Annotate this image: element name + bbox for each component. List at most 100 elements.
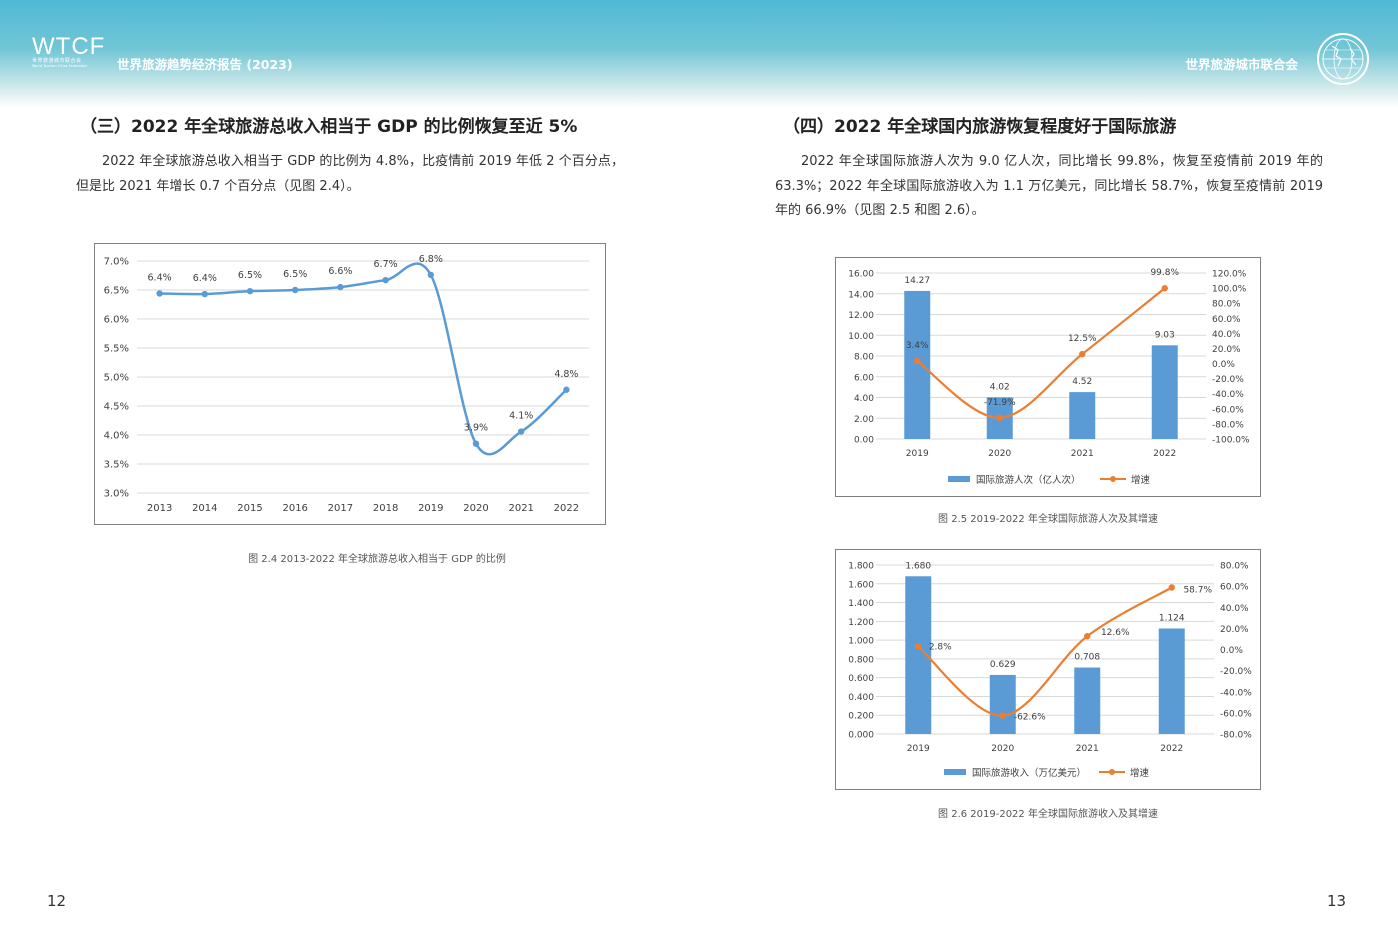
data-point — [472, 440, 480, 447]
chart-gdp-ratio-svg: 3.0% 3.5% 4.0% 4.5% 5.0% 5.5% 6.0% 6.5% 7.0% 2013… — [104, 254, 589, 514]
growth-data-label: 99.8% — [1150, 268, 1179, 278]
bar — [904, 290, 931, 439]
y-left-tick-label: 1.000 — [848, 637, 874, 647]
growth-data-label: -71.9% — [984, 398, 1016, 408]
y-left-tick-label: 14.00 — [848, 290, 874, 300]
x-tick-label: 2013 — [147, 503, 172, 514]
x-tick-label: 2020 — [991, 744, 1014, 754]
growth-data-label: 12.5% — [1068, 334, 1097, 344]
bar-data-label: 0.629 — [990, 660, 1016, 670]
bar-data-label: 14.27 — [904, 276, 930, 286]
chart-intl-receipts: 0.000 0.200 0.400 0.600 0.800 1.000 1.200 1.400… — [835, 549, 1261, 790]
data-label: 6.6% — [328, 266, 352, 277]
growth-line — [917, 586, 1173, 717]
data-label: 6.4% — [193, 273, 217, 284]
y-left-tick-label: 12.00 — [848, 311, 874, 321]
data-label: 6.5% — [238, 270, 262, 281]
wtcf-logo: WTCF 世界旅游城市联合会 World Tourism Cities Fede… — [32, 35, 105, 69]
data-label: 4.1% — [509, 411, 533, 422]
x-tick-label: 2019 — [907, 744, 930, 754]
growth-line — [916, 287, 1166, 419]
y-tick-label: 7.0% — [104, 257, 129, 268]
section-title-3: （三）2022 年全球旅游总收入相当于 GDP 的比例恢复至近 5% — [80, 117, 578, 137]
y-tick-label: 4.5% — [104, 402, 129, 413]
x-tick-label: 2014 — [192, 503, 217, 514]
bar — [1074, 667, 1101, 734]
y-tick-label: 6.0% — [104, 315, 129, 326]
data-label: 6.5% — [283, 269, 307, 280]
y-right-tick-label: 0.0% — [1220, 646, 1243, 656]
logo-english-name: World Tourism Cities Federation — [32, 64, 88, 68]
y-right-tick-label: 80.0% — [1220, 562, 1249, 572]
globe-emblem-icon — [1317, 33, 1369, 85]
logo-chinese-name: 世界旅游城市联合会 — [32, 58, 82, 64]
x-tick-label: 2017 — [328, 503, 353, 514]
legend-bar-label: 国际旅游收入（万亿美元） — [972, 767, 1086, 779]
y-right-tick-label: -60.0% — [1212, 405, 1244, 415]
page-number-left: 12 — [47, 892, 67, 910]
figure-caption-2-4: 图 2.4 2013-2022 年全球旅游总收入相当于 GDP 的比例 — [248, 554, 506, 565]
legend-line-marker — [1110, 476, 1116, 482]
figure-caption-2-5: 图 2.5 2019-2022 年全球国际旅游人次及其增速 — [938, 514, 1158, 525]
y-right-tick-label: -40.0% — [1212, 390, 1244, 400]
bar-data-label: 9.03 — [1155, 330, 1175, 340]
y-left-tick-label: 2.00 — [854, 415, 874, 425]
chart-intl-receipts-svg: 0.000 0.200 0.400 0.600 0.800 1.000 1.200 1.400… — [848, 561, 1252, 779]
y-left-tick-label: 10.00 — [848, 332, 874, 342]
growth-point — [914, 357, 921, 365]
data-point — [156, 290, 163, 297]
y-tick-label: 5.0% — [104, 373, 129, 384]
x-tick-label: 2022 — [1160, 744, 1183, 754]
chart-intl-arrivals-svg: 0.00 2.00 4.00 6.00 8.00 10.00 12.00 14.00 16.00… — [848, 268, 1250, 486]
data-point — [337, 283, 344, 291]
data-label: 6.8% — [419, 254, 443, 265]
bar — [989, 674, 1016, 734]
organization-name: 世界旅游城市联合会 — [1185, 57, 1298, 72]
y-right-tick-label: 60.0% — [1212, 315, 1241, 325]
section-title-4: （四）2022 年全球国内旅游恢复程度好于国际旅游 — [783, 117, 1177, 137]
y-left-tick-label: 0.400 — [848, 693, 874, 703]
y-left-tick-label: 0.600 — [848, 674, 874, 684]
growth-point — [1084, 632, 1091, 640]
y-tick-label: 4.0% — [104, 431, 129, 442]
y-left-tick-label: 4.00 — [854, 394, 874, 404]
x-tick-label: 2019 — [906, 449, 929, 459]
legend-bar-label: 国际旅游人次（亿人次） — [976, 474, 1081, 486]
y-tick-label: 6.5% — [104, 286, 129, 297]
x-tick-label: 2020 — [988, 449, 1011, 459]
y-left-tick-label: 1.200 — [848, 618, 874, 628]
y-right-tick-label: -20.0% — [1212, 375, 1244, 385]
y-right-tick-label: -20.0% — [1220, 667, 1252, 677]
data-point — [201, 290, 208, 298]
bar-data-label: 4.52 — [1072, 377, 1092, 387]
y-left-tick-label: 1.400 — [848, 599, 874, 609]
section-3-paragraph: 2022 年全球旅游总收入相当于 GDP 的比例为 4.8%，比疫情前 2019… — [76, 154, 624, 194]
x-tick-label: 2016 — [282, 503, 307, 514]
y-left-tick-label: 6.00 — [854, 373, 874, 383]
x-tick-label: 2020 — [463, 503, 488, 514]
y-right-tick-label: 20.0% — [1212, 345, 1241, 355]
legend-bar-swatch — [948, 476, 970, 482]
legend-line-label: 增速 — [1130, 767, 1150, 779]
x-tick-label: 2021 — [508, 503, 533, 514]
y-right-tick-label: -100.0% — [1212, 436, 1250, 446]
growth-data-label: 2.8% — [929, 643, 952, 653]
data-label: 6.4% — [148, 272, 172, 283]
data-point — [563, 386, 570, 393]
growth-data-label: 3.4% — [906, 341, 929, 351]
x-tick-label: 2021 — [1076, 744, 1099, 754]
y-right-tick-label: 0.0% — [1212, 360, 1235, 370]
bar — [1158, 628, 1185, 734]
y-left-tick-label: 1.600 — [848, 580, 874, 590]
bar-data-label: 4.02 — [990, 382, 1010, 392]
bar — [1151, 345, 1178, 439]
x-tick-label: 2022 — [1153, 449, 1176, 459]
bar-data-label: 1.680 — [905, 561, 931, 571]
y-right-tick-label: 40.0% — [1220, 604, 1249, 614]
growth-point — [1168, 584, 1175, 591]
growth-data-label: -62.6% — [1014, 713, 1046, 723]
figure-caption-2-6: 图 2.6 2019-2022 年全球国际旅游收入及其增速 — [938, 809, 1158, 820]
bar-data-label: 1.124 — [1159, 613, 1185, 623]
y-tick-label: 3.5% — [104, 460, 129, 471]
page-header: WTCF 世界旅游城市联合会 World Tourism Cities Fede… — [0, 0, 1398, 108]
